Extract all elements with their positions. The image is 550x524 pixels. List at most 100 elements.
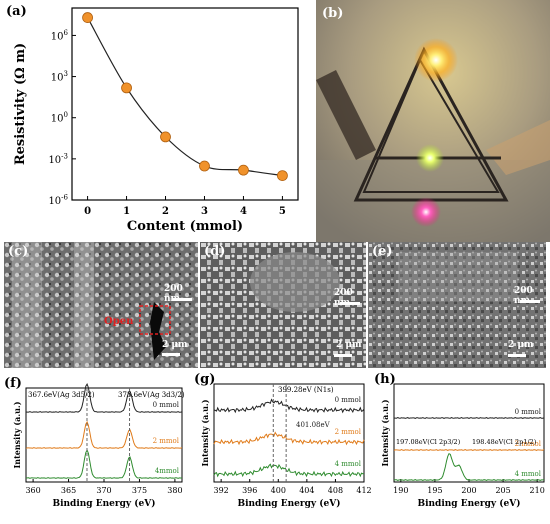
series-label: 0 mmol — [153, 401, 180, 409]
scale-bar-label-2um-e: 2 μm — [508, 340, 534, 350]
panel-f: 360 365 370 375 380 Binding Energy (eV) Intens… — [0, 370, 190, 520]
spectrum-line — [213, 431, 365, 446]
crack-label: Open — [104, 316, 134, 327]
y-tick-label: 106 — [51, 29, 69, 43]
y-tick-label: 10-3 — [48, 152, 68, 166]
plot-frame — [213, 383, 365, 483]
sem-image-d — [200, 242, 366, 368]
data-point — [277, 170, 288, 182]
scale-bar-label-200nm-e: 200 nm — [514, 286, 533, 306]
peak-annotation: 373.6eV(Ag 3d3/2) — [118, 391, 185, 399]
xps-cl2p-chart: 190 195 200 205 210 Binding Energy (eV) Intens… — [380, 383, 545, 509]
y-tick-label: 10-6 — [48, 194, 68, 208]
x-tick-label: 205 — [495, 486, 510, 495]
series-label: 2 mmol — [335, 428, 362, 436]
scale-bar-label-2um-c: 2 μm — [162, 340, 188, 350]
spectrum-line — [213, 463, 364, 478]
panel-label-g: (g) — [194, 372, 216, 387]
x-axis-label: Content (mmol) — [127, 219, 243, 234]
plot-frame — [393, 383, 545, 483]
series-label: 4 mmol — [335, 460, 362, 468]
x-tick-label: 400 — [271, 486, 286, 495]
series-label: 2 mmol — [515, 440, 542, 448]
x-axis-label: Binding Energy (eV) — [237, 498, 340, 509]
y-tick-label: 103 — [51, 70, 68, 84]
scale-bar-2um-e — [508, 354, 526, 357]
y-axis-label: Intensity (a.u.) — [200, 399, 210, 466]
plot-frame — [71, 7, 299, 201]
y-tick-label: 100 — [51, 111, 68, 125]
panel-e-sem: (e) 200 nm 2 μm — [368, 242, 546, 368]
panel-g: 392 396 400 404 408 412 Binding Energy (eV) Int… — [192, 370, 372, 520]
spectrum-line — [213, 398, 365, 414]
spectrum-line — [25, 448, 182, 479]
scale-bar-label-200nm-d: 200 nm — [334, 288, 353, 308]
x-axis-label: Binding Energy (eV) — [417, 498, 520, 509]
led-circuit-photo — [316, 0, 550, 242]
panel-b-photo: (b) — [316, 0, 550, 242]
peak-annotation: 367.6eV(Ag 3d5/2) — [28, 391, 95, 399]
panel-a: 0 1 2 3 4 5 10-6 10-3 100 103 106 Content (mmol) Res… — [0, 0, 310, 240]
panel-d-sem: (d) 200 nm 2 μm — [200, 242, 366, 368]
scale-bar-200nm-c — [172, 298, 192, 301]
x-tick-label: 200 — [461, 486, 476, 495]
panel-label-c: (c) — [8, 244, 29, 259]
scale-bar-label-2um-d: 2 μm — [336, 340, 362, 350]
panel-label-d: (d) — [204, 244, 226, 259]
x-tick-label: 370 — [96, 486, 111, 495]
y-axis-label: Intensity (a.u.) — [12, 401, 22, 468]
x-tick-label: 190 — [393, 486, 408, 495]
peak-annotation: 399.28eV (N1s) — [278, 386, 334, 394]
x-tick-label: 360 — [25, 486, 40, 495]
x-tick-label: 2 — [162, 206, 169, 217]
panel-label-h: (h) — [374, 372, 396, 387]
spectrum-line — [25, 382, 183, 413]
x-tick-label: 4 — [240, 206, 247, 217]
x-tick-label: 365 — [61, 486, 76, 495]
series-label: 0 mmol — [515, 408, 542, 416]
x-tick-label: 392 — [214, 486, 229, 495]
x-axis-label: Binding Energy (eV) — [52, 498, 155, 509]
scale-bar-200nm-d — [340, 302, 360, 305]
panel-label-e: (e) — [372, 244, 393, 259]
peak-annotation: 197.08eV(Cl 2p3/2) — [396, 438, 461, 446]
series-label: 2 mmol — [153, 437, 180, 445]
resistivity-curve — [87, 17, 283, 177]
data-point — [160, 131, 171, 143]
data-point — [82, 12, 93, 23]
panel-h: 190 195 200 205 210 Binding Energy (eV) Intens… — [372, 370, 550, 520]
sem-image-e — [368, 242, 546, 368]
xps-ag3d-chart: 360 365 370 375 380 Binding Energy (eV) Intens… — [12, 382, 185, 509]
series-label: 4 mmol — [515, 470, 542, 478]
spectrum-line — [393, 453, 544, 481]
panel-label-a: (a) — [6, 4, 27, 19]
x-tick-label: 0 — [84, 206, 91, 217]
scale-bar-2um-d — [334, 354, 352, 357]
spectrum-line — [25, 420, 183, 449]
data-point — [121, 82, 132, 94]
x-tick-label: 380 — [167, 486, 182, 495]
series-label: 4mmol — [155, 467, 180, 475]
y-axis-label: Intensity (a.u.) — [380, 399, 390, 466]
x-tick-label: 408 — [328, 486, 343, 495]
x-tick-label: 195 — [427, 486, 442, 495]
panel-c-sem: (c) 200 nm Open 2 μm — [4, 242, 198, 368]
series-label: 0 mmol — [335, 396, 362, 404]
panel-label-f: (f) — [4, 376, 22, 391]
panel-label-b: (b) — [322, 6, 344, 21]
x-tick-label: 1 — [123, 206, 130, 217]
y-axis-label: Resistivity (Ω m) — [13, 43, 28, 165]
sem-image-c — [4, 242, 198, 368]
spectrum-line — [393, 449, 545, 451]
data-point — [199, 160, 210, 172]
peak-annotation: 198.48eV(Cl 2p1/2) — [472, 438, 537, 446]
xps-n1s-chart: 392 396 400 404 408 412 Binding Energy (eV) Int… — [200, 383, 372, 509]
data-point — [238, 164, 249, 176]
spectrum-line — [393, 417, 545, 419]
x-tick-label: 210 — [530, 486, 545, 495]
scale-bar-200nm-e — [520, 300, 540, 303]
x-tick-label: 396 — [242, 486, 257, 495]
x-tick-label: 375 — [132, 486, 147, 495]
x-tick-label: 404 — [299, 486, 314, 495]
peak-annotation: 401.08eV — [296, 421, 331, 429]
